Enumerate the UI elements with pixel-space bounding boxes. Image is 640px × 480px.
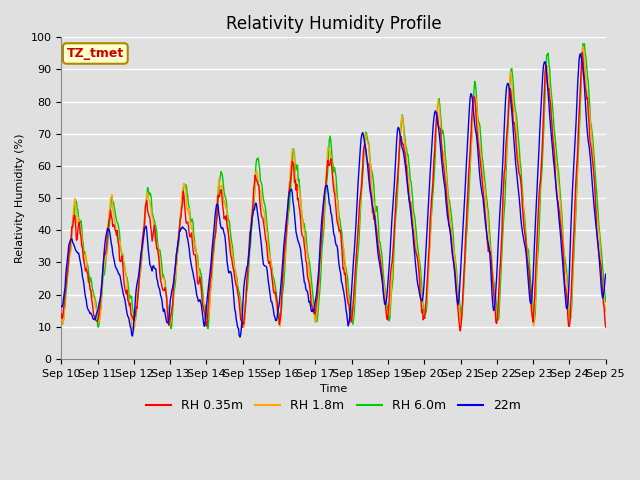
X-axis label: Time: Time: [320, 384, 347, 394]
22m: [577, 51, 584, 57]
RH 0.35m: [456, 328, 464, 334]
RH 6.0m: [179, 195, 186, 201]
RH 6.0m: [401, 130, 408, 136]
RH 6.0m: [204, 325, 212, 331]
RH 1.8m: [124, 283, 131, 289]
22m: [207, 258, 215, 264]
RH 0.35m: [400, 142, 408, 147]
RH 0.35m: [579, 49, 586, 55]
22m: [417, 293, 424, 299]
RH 1.8m: [179, 184, 187, 190]
RH 0.35m: [124, 288, 131, 293]
RH 0.35m: [602, 324, 609, 330]
RH 1.8m: [602, 308, 609, 314]
RH 6.0m: [579, 41, 587, 47]
RH 1.8m: [579, 44, 587, 49]
RH 6.0m: [58, 320, 65, 326]
RH 6.0m: [602, 299, 609, 304]
RH 0.35m: [67, 235, 75, 241]
RH 0.35m: [58, 311, 65, 316]
Y-axis label: Relativity Humidity (%): Relativity Humidity (%): [15, 133, 25, 263]
22m: [236, 334, 244, 340]
RH 0.35m: [415, 276, 423, 281]
RH 0.35m: [179, 202, 186, 208]
RH 6.0m: [124, 275, 131, 280]
RH 1.8m: [401, 137, 408, 143]
22m: [58, 303, 65, 309]
RH 0.35m: [207, 272, 215, 278]
RH 1.8m: [208, 272, 216, 278]
Legend: RH 0.35m, RH 1.8m, RH 6.0m, 22m: RH 0.35m, RH 1.8m, RH 6.0m, 22m: [141, 394, 526, 417]
RH 1.8m: [417, 276, 424, 282]
RH 6.0m: [67, 239, 75, 245]
RH 6.0m: [417, 263, 424, 269]
RH 6.0m: [208, 272, 216, 277]
22m: [67, 237, 75, 242]
Line: RH 6.0m: RH 6.0m: [61, 44, 605, 328]
RH 1.8m: [58, 315, 65, 321]
22m: [602, 271, 609, 277]
22m: [124, 311, 131, 317]
22m: [401, 155, 408, 160]
RH 1.8m: [67, 244, 75, 250]
Line: RH 0.35m: RH 0.35m: [61, 52, 605, 331]
Title: Relativity Humidity Profile: Relativity Humidity Profile: [226, 15, 442, 33]
Line: 22m: 22m: [61, 54, 605, 337]
22m: [179, 224, 186, 230]
Text: TZ_tmet: TZ_tmet: [67, 47, 124, 60]
Line: RH 1.8m: RH 1.8m: [61, 47, 605, 332]
RH 1.8m: [129, 329, 137, 335]
